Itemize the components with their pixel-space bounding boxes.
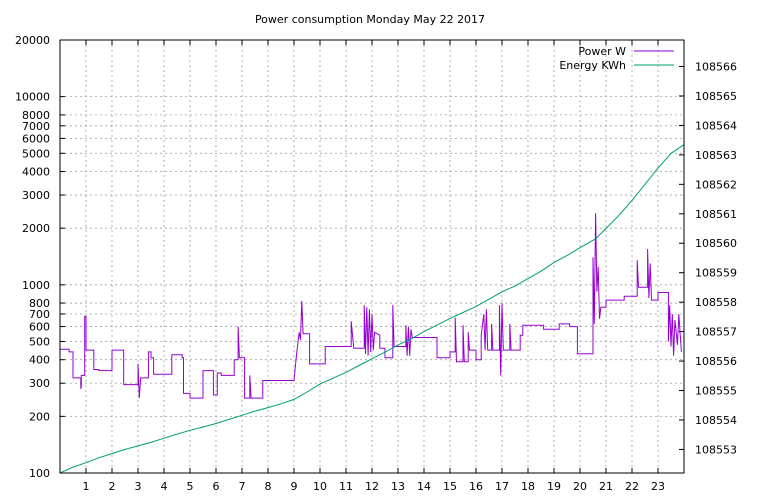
series-line-power-w [60, 213, 682, 399]
series-line-energy-kwh [59, 144, 685, 474]
y2-tick-label: 108556 [695, 355, 737, 368]
x-tick-label: 16 [469, 480, 483, 493]
y2-tick-label: 108557 [695, 326, 737, 339]
y2-tick-label: 108560 [695, 237, 737, 250]
y2-tick-label: 108566 [695, 61, 737, 74]
y-tick-label: 2000 [22, 222, 50, 235]
x-tick-label: 2 [109, 480, 116, 493]
y-tick-label: 4000 [22, 166, 50, 179]
axes: 1 2 3 4 5 6 7 8 9 10 11 12 13 14 15 16 17 18 19 20 21 22 23100… [15, 34, 737, 493]
y-tick-label: 7000 [22, 120, 50, 133]
y-tick-label: 800 [29, 297, 50, 310]
x-tick-label: 22 [625, 480, 639, 493]
y2-tick-label: 108564 [695, 119, 737, 132]
series-layer [59, 144, 685, 474]
y-tick-label: 400 [29, 354, 50, 367]
x-tick-label: 9 [291, 480, 298, 493]
y2-tick-label: 108559 [695, 267, 737, 280]
x-tick-label: 1 [83, 480, 90, 493]
y-tick-label: 600 [29, 321, 50, 334]
y-tick-label: 700 [29, 308, 50, 321]
y-tick-label: 300 [29, 377, 50, 390]
x-tick-label: 3 [135, 480, 142, 493]
grid [60, 40, 684, 473]
y2-tick-label: 108558 [695, 296, 737, 309]
y-tick-label: 10000 [15, 91, 50, 104]
x-tick-label: 19 [547, 480, 561, 493]
x-tick-label: 18 [521, 480, 535, 493]
chart-title: Power consumption Monday May 22 2017 [255, 13, 485, 26]
y2-tick-label: 108553 [695, 443, 737, 456]
y-tick-label: 3000 [22, 189, 50, 202]
x-tick-label: 15 [443, 480, 457, 493]
x-tick-label: 10 [313, 480, 327, 493]
y2-tick-label: 108563 [695, 149, 737, 162]
x-tick-label: 12 [365, 480, 379, 493]
x-tick-label: 14 [417, 480, 431, 493]
y-tick-label: 100 [29, 467, 50, 480]
x-tick-label: 8 [265, 480, 272, 493]
y2-tick-label: 108562 [695, 178, 737, 191]
legend-label: Energy KWh [559, 59, 626, 72]
y-tick-label: 20000 [15, 34, 50, 47]
y-tick-label: 6000 [22, 132, 50, 145]
y2-tick-label: 108555 [695, 385, 737, 398]
y2-tick-label: 108554 [695, 414, 737, 427]
x-tick-label: 5 [187, 480, 194, 493]
y-tick-label: 5000 [22, 147, 50, 160]
x-tick-label: 13 [391, 480, 405, 493]
x-tick-label: 21 [599, 480, 613, 493]
x-tick-label: 20 [573, 480, 587, 493]
y-tick-label: 8000 [22, 109, 50, 122]
y2-tick-label: 108561 [695, 208, 737, 221]
y2-tick-label: 108565 [695, 90, 737, 103]
x-tick-label: 6 [213, 480, 220, 493]
x-tick-label: 4 [161, 480, 168, 493]
x-tick-label: 23 [651, 480, 665, 493]
y-tick-label: 200 [29, 410, 50, 423]
x-tick-label: 11 [339, 480, 353, 493]
y-tick-label: 500 [29, 335, 50, 348]
x-tick-label: 17 [495, 480, 509, 493]
legend-label: Power W [578, 45, 626, 58]
x-tick-label: 7 [239, 480, 246, 493]
y-tick-label: 1000 [22, 279, 50, 292]
